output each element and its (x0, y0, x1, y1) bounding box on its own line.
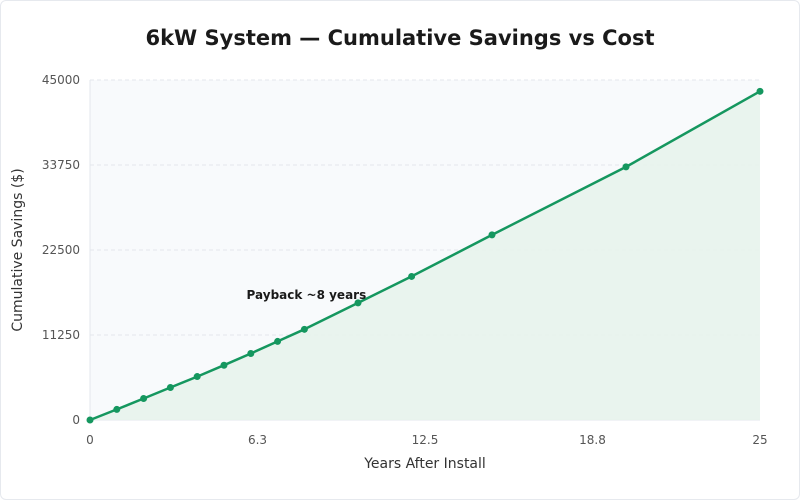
x-tick-label: 25 (752, 433, 767, 447)
savings-line (89, 90, 761, 422)
x-tick-label: 12.5 (412, 433, 439, 447)
y-tick-label: 0 (72, 413, 80, 427)
data-point (247, 350, 255, 358)
savings-area (90, 91, 760, 421)
data-point (113, 405, 121, 413)
data-point (756, 87, 764, 95)
data-point (300, 325, 308, 333)
y-axis-ticks: 0 11250 22500 33750 45000 (42, 73, 80, 427)
y-tick-label: 45000 (42, 73, 80, 87)
payback-annotation: Payback ~8 years (247, 288, 367, 302)
data-point (193, 373, 201, 381)
x-axis-ticks: 0 6.3 12.5 18.8 25 (86, 433, 767, 447)
x-tick-label: 18.8 (579, 433, 606, 447)
data-point (86, 416, 94, 424)
data-point (488, 231, 496, 239)
data-point (354, 299, 362, 307)
x-tick-label: 6.3 (248, 433, 267, 447)
data-points (86, 87, 764, 424)
chart-title: 6kW System — Cumulative Savings vs Cost (145, 26, 655, 50)
x-axis-label: Years After Install (363, 456, 486, 472)
data-point (166, 384, 174, 392)
data-point (140, 394, 148, 402)
data-point (220, 361, 228, 369)
y-tick-label: 22500 (42, 243, 80, 257)
data-point (622, 163, 630, 171)
data-point (408, 272, 416, 280)
y-tick-label: 11250 (42, 328, 80, 342)
y-axis-label: Cumulative Savings ($) (10, 168, 26, 331)
x-tick-label: 0 (86, 433, 94, 447)
data-point (274, 337, 282, 345)
y-tick-label: 33750 (42, 158, 80, 172)
